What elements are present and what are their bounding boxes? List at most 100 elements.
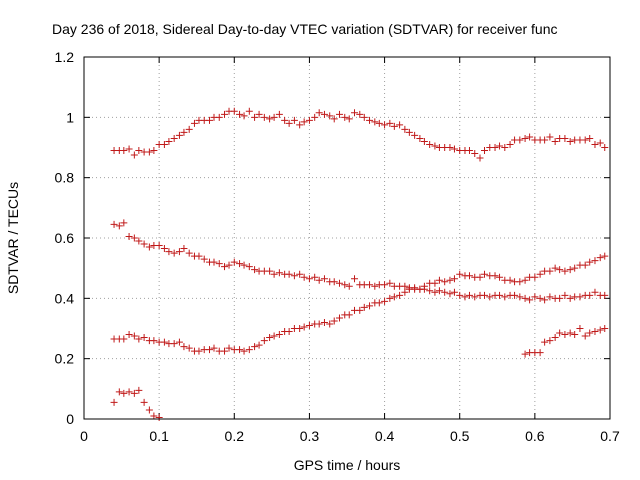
data-point bbox=[521, 276, 529, 284]
data-point bbox=[446, 290, 454, 298]
data-point bbox=[240, 112, 248, 120]
data-point bbox=[195, 252, 203, 260]
data-point bbox=[381, 297, 389, 305]
data-point bbox=[270, 332, 278, 340]
data-point bbox=[290, 272, 298, 280]
data-point bbox=[345, 115, 353, 123]
data-point bbox=[496, 291, 504, 299]
series-1 bbox=[110, 107, 609, 162]
data-point bbox=[130, 389, 138, 397]
data-point bbox=[165, 137, 173, 145]
data-point bbox=[401, 282, 409, 290]
data-point bbox=[506, 276, 514, 284]
data-point bbox=[496, 142, 504, 150]
data-point bbox=[185, 249, 193, 257]
data-point bbox=[356, 306, 364, 314]
data-point bbox=[200, 255, 208, 263]
y-axis-label: SDTVAR / TECUs bbox=[5, 182, 21, 294]
data-point bbox=[450, 275, 458, 283]
series-4 bbox=[521, 252, 609, 284]
data-point bbox=[251, 113, 259, 121]
data-point bbox=[145, 148, 153, 156]
data-point bbox=[205, 346, 213, 354]
data-point bbox=[180, 128, 188, 136]
data-point bbox=[345, 311, 353, 319]
data-point bbox=[551, 334, 559, 342]
data-point bbox=[541, 296, 549, 304]
data-point bbox=[546, 293, 554, 301]
data-point bbox=[465, 291, 473, 299]
data-point bbox=[315, 320, 323, 328]
data-point bbox=[481, 147, 489, 155]
series-3 bbox=[110, 270, 524, 355]
data-point bbox=[175, 131, 183, 139]
data-point bbox=[536, 349, 544, 357]
data-point bbox=[230, 107, 238, 115]
x-tick-label: 0.3 bbox=[300, 428, 320, 444]
data-point bbox=[556, 294, 564, 302]
data-point bbox=[135, 147, 143, 155]
data-point bbox=[190, 119, 198, 127]
data-point bbox=[236, 110, 244, 118]
x-tick-label: 0.2 bbox=[225, 428, 245, 444]
data-point bbox=[405, 128, 413, 136]
data-point bbox=[435, 287, 443, 295]
data-point bbox=[330, 317, 338, 325]
data-point bbox=[281, 116, 289, 124]
data-point bbox=[441, 278, 449, 286]
data-point bbox=[315, 276, 323, 284]
data-point bbox=[326, 112, 334, 120]
y-tick-label: 0.4 bbox=[55, 290, 75, 306]
data-point bbox=[240, 347, 248, 355]
data-point bbox=[205, 116, 213, 124]
data-point bbox=[130, 332, 138, 340]
data-point bbox=[160, 338, 168, 346]
data-point bbox=[335, 314, 343, 322]
data-point bbox=[536, 294, 544, 302]
data-point bbox=[396, 291, 404, 299]
data-point bbox=[541, 136, 549, 144]
y-axis-ticks: 0 0.2 0.4 0.6 0.8 1 1.2 bbox=[55, 49, 610, 427]
data-point bbox=[170, 249, 178, 257]
data-point bbox=[566, 294, 574, 302]
data-point bbox=[180, 245, 188, 253]
data-point bbox=[155, 413, 163, 421]
data-point bbox=[175, 248, 183, 256]
data-point bbox=[185, 344, 193, 352]
chart-title: Day 236 of 2018, Sidereal Day-to-day VTE… bbox=[52, 21, 558, 37]
data-point bbox=[576, 293, 584, 301]
data-point bbox=[596, 139, 604, 147]
data-point bbox=[270, 113, 278, 121]
grid bbox=[84, 57, 610, 419]
data-point bbox=[150, 412, 158, 420]
data-point bbox=[230, 258, 238, 266]
data-point bbox=[315, 109, 323, 117]
data-point bbox=[546, 133, 554, 141]
data-point bbox=[591, 288, 599, 296]
data-point bbox=[446, 276, 454, 284]
data-point bbox=[110, 398, 118, 406]
data-point bbox=[561, 134, 569, 142]
data-point bbox=[275, 331, 283, 339]
data-point bbox=[566, 137, 574, 145]
data-point bbox=[375, 299, 383, 307]
y-tick-label: 0.8 bbox=[55, 170, 75, 186]
data-point bbox=[236, 260, 244, 268]
data-point bbox=[260, 337, 268, 345]
data-point bbox=[285, 119, 293, 127]
data-point bbox=[571, 264, 579, 272]
data-point bbox=[285, 270, 293, 278]
data-point bbox=[296, 325, 304, 332]
y-tick-label: 0 bbox=[66, 411, 74, 427]
data-point bbox=[416, 285, 424, 293]
data-point bbox=[255, 110, 263, 118]
data-point bbox=[586, 291, 594, 299]
data-point bbox=[546, 337, 554, 345]
data-point bbox=[556, 329, 564, 337]
data-point bbox=[215, 113, 223, 121]
data-point bbox=[330, 115, 338, 123]
data-point bbox=[115, 222, 123, 230]
data-point bbox=[225, 344, 233, 352]
data-point bbox=[170, 134, 178, 142]
